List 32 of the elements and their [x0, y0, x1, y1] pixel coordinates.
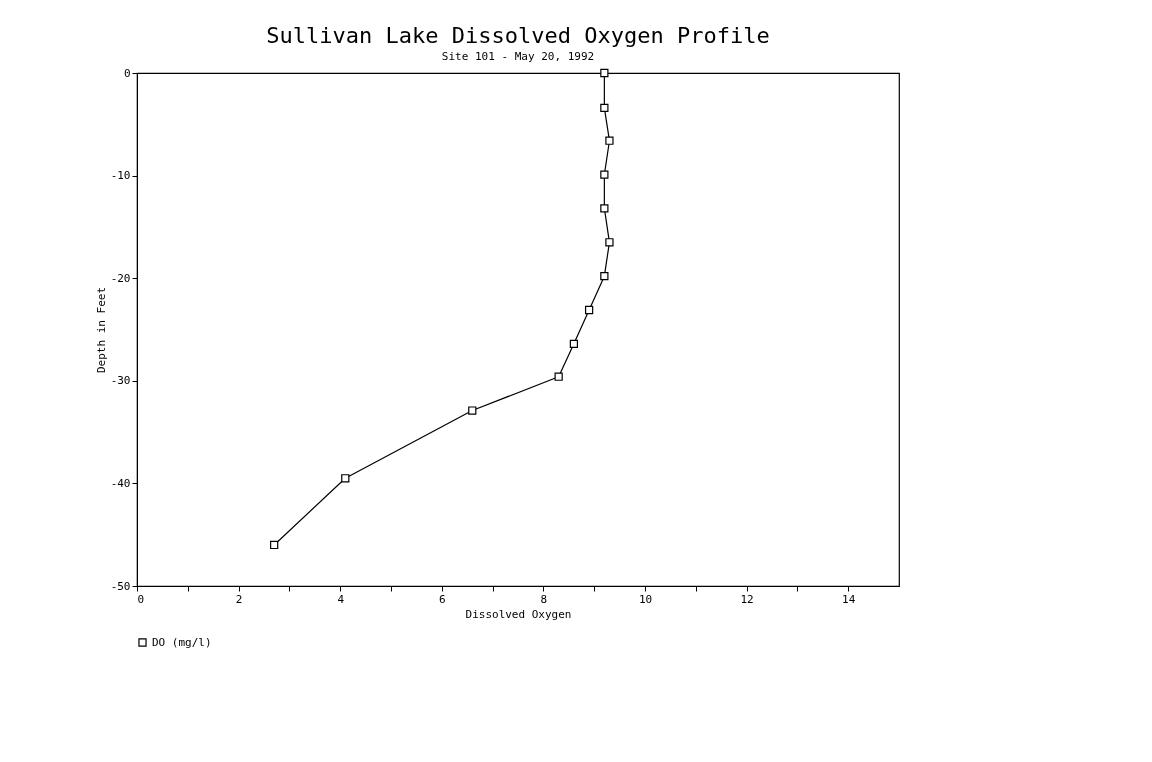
point [584, 305, 594, 315]
y-tick-label: -50 [110, 579, 131, 593]
point [468, 406, 477, 415]
y-tick-label: -20 [110, 271, 131, 285]
point [554, 372, 563, 381]
y-tick-label: -40 [110, 476, 131, 490]
chart-title: Sullivan Lake Dissolved Oxygen Profile [266, 23, 770, 48]
x-axis-title: Dissolved Oxygen [465, 607, 572, 621]
x-tick-label: 4 [337, 592, 345, 606]
chart-subtitle: Site 101 - May 20, 1992 [441, 50, 595, 63]
y-tick-label: -30 [110, 374, 131, 388]
y-tick-label: -10 [110, 169, 131, 183]
legend-label: DO (mg/l) [152, 635, 212, 649]
x-tick-label: 12 [740, 592, 754, 606]
point [605, 136, 614, 145]
x-tick-label: 2 [235, 592, 243, 606]
x-tick-label: 10 [638, 592, 653, 606]
x-tick-label: 8 [540, 592, 548, 606]
point [600, 103, 609, 113]
point [600, 272, 609, 281]
point [341, 474, 350, 483]
point [600, 170, 609, 179]
x-tick-label: 6 [438, 592, 446, 606]
point [600, 68, 609, 78]
y-axis-title: Depth in Feet [94, 286, 108, 374]
point [270, 540, 279, 550]
point [605, 238, 614, 247]
y-tick-label: 0 [123, 66, 131, 80]
x-tick-label: 0 [137, 592, 145, 606]
point [600, 204, 609, 213]
x-tick-label: 14 [842, 592, 856, 606]
point [569, 339, 579, 348]
